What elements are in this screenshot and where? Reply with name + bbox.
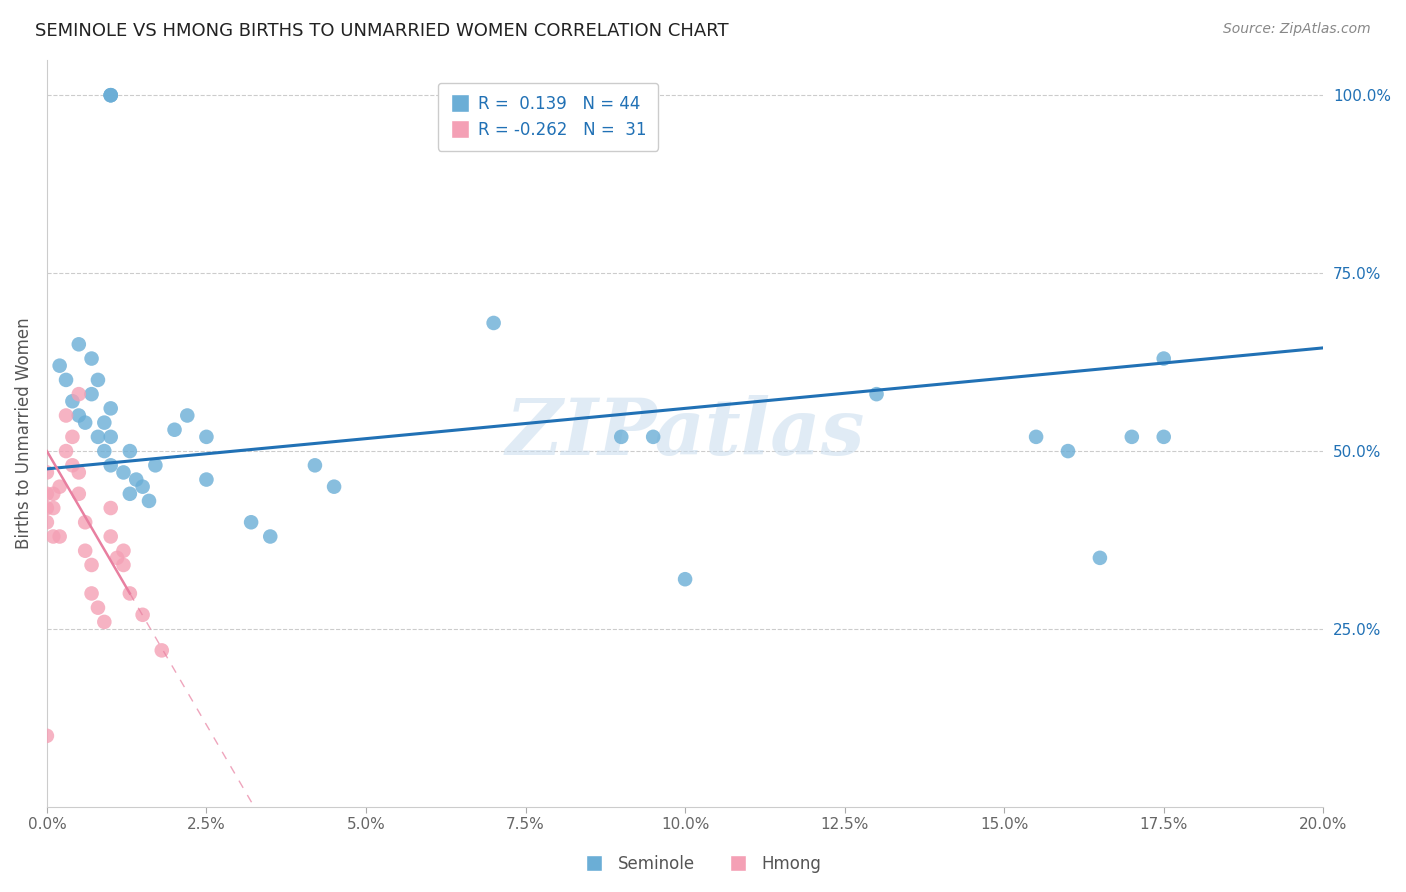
Point [67,409,90,423]
Point [1153,430,1175,444]
Point [112,558,135,572]
Point [80,387,103,401]
Point [138,494,160,508]
Point [112,466,135,480]
Point [35,515,58,529]
Text: ZIPatlas: ZIPatlas [505,395,865,472]
Point [118,487,141,501]
Point [176,409,198,423]
Point [42,529,65,543]
Point [75,416,97,430]
Point [118,444,141,458]
Point [93,615,115,629]
Text: SEMINOLE VS HMONG BIRTHS TO UNMARRIED WOMEN CORRELATION CHART: SEMINOLE VS HMONG BIRTHS TO UNMARRIED WO… [35,22,728,40]
Point [100,430,122,444]
Point [42,487,65,501]
Point [42,501,65,516]
Point [67,387,90,401]
Point [35,487,58,501]
Point [125,473,148,487]
Point [195,430,218,444]
Point [195,473,218,487]
Point [67,337,90,351]
Point [35,501,58,516]
Point [304,458,326,473]
Point [100,88,122,103]
Point [100,88,122,103]
Point [62,458,84,473]
Point [643,430,665,444]
Point [240,515,263,529]
Point [112,543,135,558]
Point [80,351,103,366]
Point [87,600,110,615]
Point [163,423,186,437]
Legend: R =  0.139   N = 44, R = -0.262   N =  31: R = 0.139 N = 44, R = -0.262 N = 31 [439,83,658,151]
Y-axis label: Births to Unmarried Women: Births to Unmarried Women [15,318,32,549]
Legend: Seminole, Hmong: Seminole, Hmong [578,848,828,880]
Point [35,466,58,480]
Point [610,430,633,444]
Point [131,607,153,622]
Point [865,387,887,401]
Point [67,487,90,501]
Point [100,401,122,416]
Point [100,529,122,543]
Point [35,729,58,743]
Point [62,394,84,409]
Point [259,529,281,543]
Point [145,458,167,473]
Point [93,416,115,430]
Point [48,529,70,543]
Point [75,543,97,558]
Point [80,558,103,572]
Point [100,501,122,516]
Point [673,572,696,586]
Point [55,409,77,423]
Point [150,643,173,657]
Point [48,359,70,373]
Point [1153,351,1175,366]
Point [67,466,90,480]
Point [1025,430,1047,444]
Point [118,586,141,600]
Point [1088,550,1111,565]
Point [100,458,122,473]
Point [55,373,77,387]
Point [323,480,346,494]
Point [87,430,110,444]
Text: Source: ZipAtlas.com: Source: ZipAtlas.com [1223,22,1371,37]
Point [75,515,97,529]
Point [62,430,84,444]
Point [100,88,122,103]
Point [105,550,128,565]
Point [55,444,77,458]
Point [131,480,153,494]
Point [87,373,110,387]
Point [48,480,70,494]
Point [80,586,103,600]
Point [482,316,505,330]
Point [93,444,115,458]
Point [1057,444,1080,458]
Point [1121,430,1143,444]
